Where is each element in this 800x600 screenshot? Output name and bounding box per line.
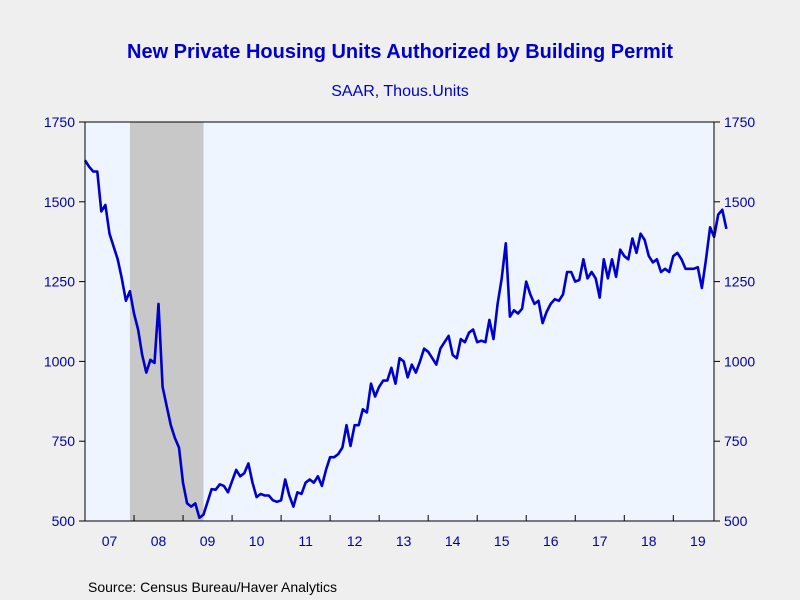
right-axis: 500 750 1000 1250 1500 1750 <box>714 114 755 529</box>
left-y-tick-label: 1000 <box>44 353 75 369</box>
x-tick-label: 10 <box>249 533 265 549</box>
x-tick-label: 14 <box>445 533 461 549</box>
right-y-tick-label: 1250 <box>724 274 755 290</box>
x-tick-label: 19 <box>690 533 706 549</box>
x-tick-label: 12 <box>347 533 363 549</box>
x-axis: 07 08 09 10 11 12 13 14 15 16 17 18 19 <box>102 515 706 549</box>
x-tick-label: 17 <box>592 533 608 549</box>
x-tick-label: 11 <box>298 533 313 549</box>
x-tick-label: 09 <box>200 533 216 549</box>
right-y-tick-label: 500 <box>724 513 748 529</box>
x-tick-label: 07 <box>102 533 118 549</box>
left-axis: 500 750 1000 1250 1500 1750 <box>44 114 85 529</box>
x-tick-label: 15 <box>494 533 510 549</box>
x-tick-label: 16 <box>543 533 559 549</box>
chart-subtitle: SAAR, Thous.Units <box>331 83 469 100</box>
chart-title: New Private Housing Units Authorized by … <box>127 41 673 63</box>
x-tick-label: 08 <box>151 533 167 549</box>
recession-band <box>129 122 204 521</box>
plot-border <box>84 121 715 522</box>
right-y-tick-label: 1500 <box>724 194 755 210</box>
right-y-tick-label: 1750 <box>724 114 755 130</box>
right-y-tick-label: 1000 <box>724 353 755 369</box>
right-y-tick-label: 750 <box>724 433 748 449</box>
left-y-tick-label: 1500 <box>44 194 75 210</box>
left-y-tick-label: 1750 <box>44 114 75 130</box>
series-line <box>83 159 728 520</box>
left-y-tick-label: 500 <box>52 513 76 529</box>
source-note: Source: Census Bureau/Haver Analytics <box>88 579 337 595</box>
left-y-tick-label: 1250 <box>44 274 75 290</box>
x-tick-label: 18 <box>641 533 657 549</box>
x-tick-label: 13 <box>396 533 412 549</box>
left-y-tick-label: 750 <box>52 433 76 449</box>
